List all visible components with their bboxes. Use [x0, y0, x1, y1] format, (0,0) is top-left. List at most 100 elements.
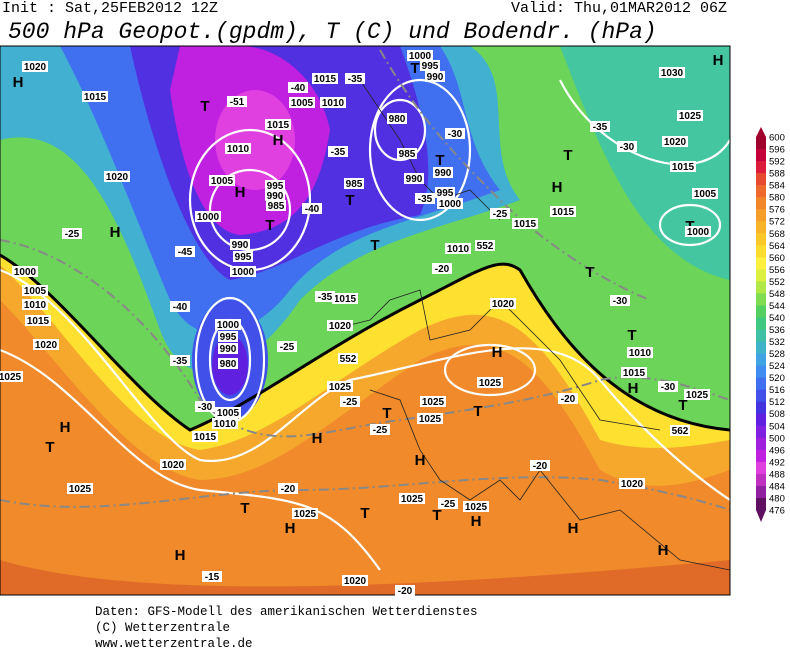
label-box: [312, 73, 338, 84]
contour-label: 1025: [422, 397, 445, 408]
label-box: [420, 60, 440, 71]
colorbar-level: 476: [769, 506, 785, 517]
colorbar-level: 568: [769, 229, 785, 240]
contour-label: -40: [305, 204, 320, 215]
contour-label: 1010: [214, 419, 237, 430]
contour-label: 985: [346, 179, 363, 190]
contour-label: 1020: [492, 299, 515, 310]
label-box: [684, 389, 710, 400]
contour-label: 1000: [217, 320, 240, 331]
label-box: [415, 193, 435, 204]
colorbar-bin: [756, 341, 766, 355]
contour-label: 1010: [629, 348, 652, 359]
colorbar-bin: [756, 413, 766, 427]
colorbar-bin: [756, 425, 766, 439]
pressure-center: H: [415, 452, 426, 469]
label-box: [590, 121, 610, 132]
contour-label: 1005: [694, 189, 717, 200]
colorbar-bin: [756, 185, 766, 198]
pressure-center: H: [471, 513, 482, 530]
colorbar-bin: [756, 473, 766, 487]
colorbar-bin: [756, 293, 766, 306]
colorbar-level: 500: [769, 433, 785, 444]
contour-label: 1000: [439, 199, 462, 210]
colorbar-level: 532: [769, 337, 785, 348]
contour-label: 1020: [106, 172, 129, 183]
contour-label: 980: [220, 359, 237, 370]
label-box: [490, 208, 510, 219]
colorbar-level: 524: [769, 361, 785, 372]
label-box: [218, 358, 238, 369]
contour-label: 990: [232, 240, 249, 251]
colorbar-level: 480: [769, 493, 785, 504]
label-box: [218, 343, 238, 354]
contour-label: 1020: [664, 137, 687, 148]
label-box: [215, 319, 241, 330]
label-box: [175, 246, 195, 257]
contour-label: 1010: [227, 144, 250, 155]
label-box: [332, 293, 358, 304]
colorbar-bin: [756, 461, 766, 475]
contour-label: 1000: [14, 267, 37, 278]
label-box: [230, 239, 250, 250]
contour-label: -35: [418, 194, 433, 205]
colorbar-level: 516: [769, 385, 785, 396]
label-box: [195, 401, 215, 412]
label-box: [289, 97, 315, 108]
map-frame: [0, 45, 731, 596]
contour-label: 995: [235, 252, 252, 263]
contour-label: -20: [561, 394, 576, 405]
label-box: [445, 243, 471, 254]
contour-label: 1015: [552, 207, 575, 218]
contour-label: -40: [291, 83, 306, 94]
footer-source: Daten: GFS-Modell des amerikanischen Wet…: [95, 605, 478, 619]
label-box: [550, 206, 576, 217]
contour-label: 1025: [401, 494, 424, 505]
contour-label: 990: [406, 174, 423, 185]
contour-label: -25: [493, 209, 508, 220]
contour-label: 1015: [623, 368, 646, 379]
contour-label: -20: [398, 586, 413, 597]
label-box: [670, 161, 696, 172]
label-box: [104, 171, 130, 182]
colorbar-level: 572: [769, 217, 785, 228]
pressure-center: T: [240, 500, 249, 517]
label-box: [475, 240, 495, 251]
colorbar-level: 592: [769, 157, 785, 168]
label-box: [327, 320, 353, 331]
label-box: [432, 263, 452, 274]
label-box: [265, 180, 285, 191]
label-box: [345, 73, 365, 84]
colorbar-bin: [756, 233, 766, 246]
label-box: [82, 91, 108, 102]
colorbar-bin: [756, 197, 766, 210]
label-box: [202, 571, 222, 582]
contour-label: -20: [533, 461, 548, 472]
contour-label: 985: [399, 149, 416, 160]
pressure-center: T: [45, 439, 54, 456]
colorbar-level: 600: [769, 133, 785, 144]
pressure-center: H: [628, 380, 639, 397]
label-box: [215, 407, 241, 418]
label-box: [227, 96, 247, 107]
label-box: [195, 211, 221, 222]
contour-label: 1010: [24, 300, 47, 311]
contour-label: 1010: [322, 98, 345, 109]
label-box: [463, 501, 489, 512]
colorbar-bin: [756, 365, 766, 379]
colorbar-bin: [756, 389, 766, 403]
label-box: [67, 483, 93, 494]
colorbar-level: 536: [769, 325, 785, 336]
label-box: [437, 198, 463, 209]
contour-label: -30: [620, 142, 635, 153]
pressure-center: H: [175, 547, 186, 564]
pressure-center: T: [435, 152, 444, 169]
colorbar-bin: [756, 377, 766, 391]
colorbar-level: 520: [769, 373, 785, 384]
colorbar-level: 588: [769, 169, 785, 180]
colorbar-level: 512: [769, 397, 785, 408]
pressure-center: H: [273, 132, 284, 149]
colorbar-cap: [756, 510, 766, 522]
map-field: [0, 46, 730, 595]
contour-label: 995: [220, 332, 237, 343]
